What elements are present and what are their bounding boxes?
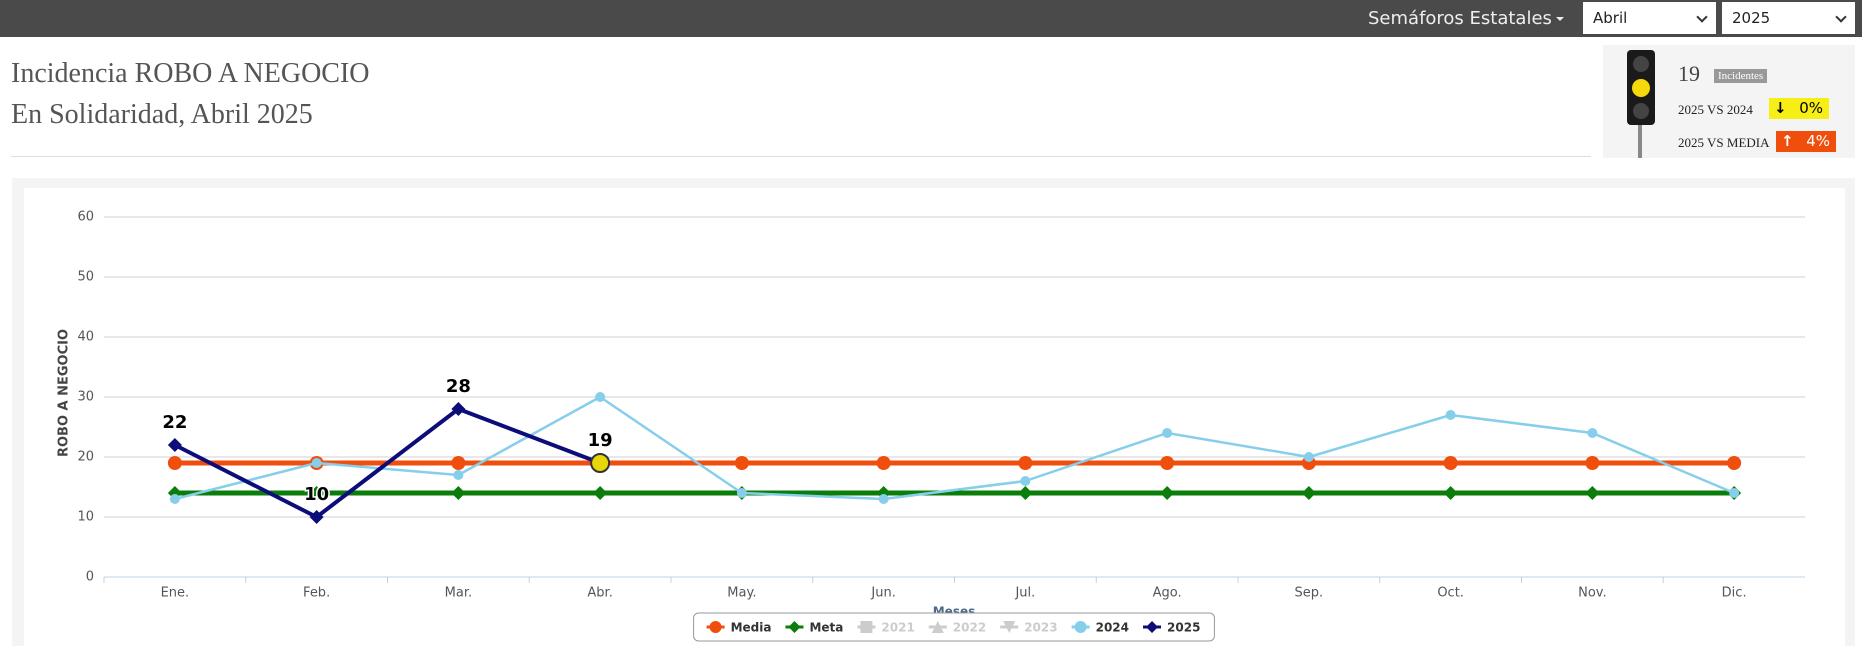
- point: [1729, 488, 1740, 498]
- x-tick-label: Feb.: [303, 586, 330, 601]
- chart-panel: ROBO A NEGOCIO Meses 0 10 20 30 40 50 60 Ene. Fe…: [12, 178, 1855, 646]
- data-label: 10: [304, 484, 329, 505]
- divider: [11, 156, 1591, 157]
- vs-mean: 4%: [1806, 132, 1830, 150]
- current-point: [590, 453, 611, 473]
- data-label: 19: [588, 430, 613, 451]
- legend-label[interactable]: 2025: [1167, 621, 1200, 635]
- series-line: [174, 395, 1735, 501]
- y-tick-label: 30: [77, 390, 94, 405]
- year-select[interactable]: 2025: [1722, 2, 1855, 34]
- point: [1443, 486, 1458, 500]
- legend-box: [693, 612, 1215, 642]
- point: [1162, 428, 1173, 438]
- point: [734, 456, 749, 470]
- point: [309, 486, 324, 500]
- legend-marker: [1003, 621, 1016, 633]
- y-axis-title: ROBO A NEGOCIO: [57, 329, 72, 457]
- point: [1018, 486, 1033, 500]
- y-tick-label: 40: [77, 330, 94, 345]
- point: [1445, 410, 1456, 420]
- point: [1585, 486, 1600, 500]
- page-title: Incidencia ROBO A NEGOCIO: [11, 58, 370, 89]
- legend-marker: [1146, 621, 1159, 633]
- point: [167, 438, 182, 452]
- indicator: 19 Incidentes 2025 VS 2024 ↓ 0% 2025 VS …: [1603, 45, 1855, 158]
- traffic-light: [1627, 50, 1655, 158]
- vs-prev: 0%: [1799, 99, 1823, 117]
- point: [453, 470, 464, 480]
- y-tick-label: 0: [86, 570, 94, 585]
- legend-label[interactable]: Meta: [809, 621, 843, 635]
- point: [876, 456, 891, 470]
- legend-marker: [709, 621, 722, 633]
- point: [169, 494, 180, 504]
- data-label: 22: [162, 412, 187, 433]
- point: [451, 486, 466, 500]
- x-tick-label: Abr.: [587, 586, 612, 601]
- point: [1303, 452, 1314, 462]
- point: [311, 458, 322, 468]
- month-select[interactable]: Abril: [1583, 2, 1716, 34]
- point: [1301, 486, 1316, 500]
- y-tick-label: 20: [77, 450, 94, 465]
- legend-label[interactable]: 2023: [1024, 621, 1057, 635]
- legend-label[interactable]: 2024: [1096, 621, 1129, 635]
- legend-label[interactable]: 2022: [953, 621, 986, 635]
- page-subtitle: En Solidaridad, Abril 2025: [11, 99, 313, 130]
- x-tick-label: Ene.: [161, 586, 190, 601]
- x-tick-label: Nov.: [1578, 586, 1607, 601]
- x-tick-label: Jul.: [1014, 586, 1035, 601]
- y-tick-label: 50: [77, 270, 94, 285]
- vs-mean-label: 2025 VS MEDIA: [1678, 135, 1770, 150]
- point: [451, 402, 466, 416]
- point: [1585, 456, 1600, 470]
- legend-marker: [1074, 621, 1087, 633]
- x-tick-label: Sep.: [1295, 586, 1324, 601]
- point: [1160, 456, 1175, 470]
- legend-marker: [788, 621, 801, 633]
- menu[interactable]: Semáforos Estatales: [1368, 8, 1564, 29]
- count-label: Incidentes: [1714, 69, 1768, 83]
- legend: Media Meta 2021 2022 2023 2024 2025: [693, 612, 1215, 642]
- point: [1443, 456, 1458, 470]
- x-tick-label: Dic.: [1722, 586, 1747, 601]
- legend-marker: [931, 621, 944, 633]
- vs-prev-badge: ↓ 0%: [1769, 98, 1829, 119]
- point: [1018, 456, 1033, 470]
- vs-mean-badge: ↑ 4%: [1776, 131, 1836, 152]
- x-tick-label: Jun.: [870, 586, 895, 601]
- point: [736, 488, 747, 498]
- point: [595, 392, 606, 402]
- x-tick-label: Mar.: [445, 586, 472, 601]
- top-bar: Semáforos Estatales Abril 2025: [0, 0, 1862, 37]
- point: [167, 456, 182, 470]
- series-line: [173, 407, 601, 519]
- point: [878, 494, 889, 504]
- y-tick-label: 60: [77, 210, 94, 225]
- y-tick-label: 10: [77, 510, 94, 525]
- data-label: 28: [446, 376, 471, 397]
- point: [1020, 476, 1031, 486]
- point: [451, 456, 466, 470]
- menu-label[interactable]: Semáforos Estatales: [1368, 8, 1552, 29]
- legend-marker: [860, 621, 873, 633]
- point: [593, 486, 608, 500]
- point: [1160, 486, 1175, 500]
- legend-label[interactable]: Media: [731, 621, 772, 635]
- vs-prev-label: 2025 VS 2024: [1678, 102, 1753, 117]
- x-tick-label: Ago.: [1153, 586, 1182, 601]
- point: [1587, 428, 1598, 438]
- x-tick-label: Oct.: [1437, 586, 1464, 601]
- x-tick-label: May.: [727, 586, 756, 601]
- legend-label[interactable]: 2021: [881, 621, 914, 635]
- point: [1727, 456, 1742, 470]
- point: [309, 510, 324, 524]
- count: 19: [1678, 61, 1700, 86]
